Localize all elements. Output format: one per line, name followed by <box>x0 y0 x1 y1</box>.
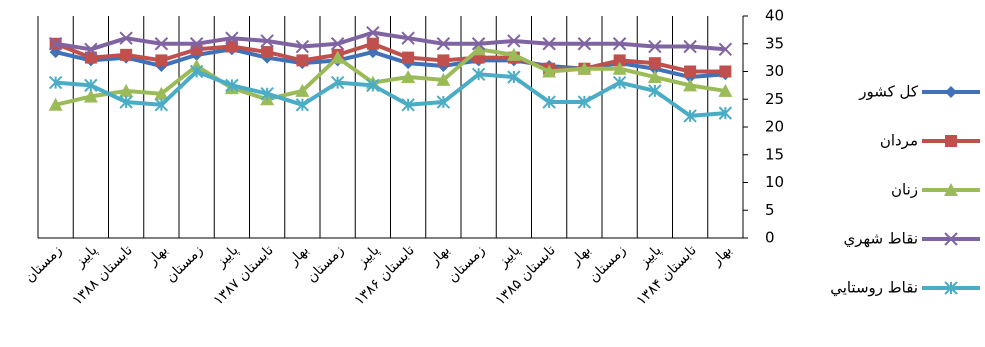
y-tick-label: 35 <box>765 34 784 52</box>
y-tick-label: 40 <box>765 7 784 25</box>
chart: 0510152025303540زمستانپاییزتابستان ۱۳۸۸ب… <box>0 0 985 347</box>
marker <box>719 66 731 78</box>
y-tick-label: 25 <box>765 90 784 108</box>
y-tick-label: 0 <box>765 229 775 247</box>
x-tick-label: بهار <box>285 242 312 269</box>
marker <box>437 54 449 66</box>
x-tick-label: زمستان <box>304 242 348 286</box>
marker <box>261 46 273 58</box>
x-tick-label: پاییز <box>354 242 383 271</box>
marker <box>684 66 696 78</box>
x-tick-label: پاییز <box>636 242 665 271</box>
legend-label: نقاط شهري <box>844 230 918 249</box>
x-tick-label: پاییز <box>495 242 524 271</box>
y-tick-label: 30 <box>765 62 784 80</box>
marker <box>155 54 167 66</box>
x-tick-label: پاییز <box>213 242 242 271</box>
legend-label: نقاط روستايي <box>830 279 918 298</box>
marker <box>945 86 957 98</box>
x-tick-label: زمستان <box>22 242 66 286</box>
legend-label: كل كشور <box>858 83 919 101</box>
x-tick-label: زمستان <box>163 242 207 286</box>
x-tick-label: پاییز <box>72 242 101 271</box>
x-tick-label: زمستان <box>586 242 630 286</box>
x-tick-label: بهار <box>426 242 453 269</box>
x-tick-label: بهار <box>567 242 594 269</box>
legend-label: مردان <box>880 132 918 150</box>
legend-label: زنان <box>891 181 918 199</box>
marker <box>120 49 132 61</box>
y-tick-label: 20 <box>765 118 784 136</box>
y-tick-label: 15 <box>765 145 784 163</box>
x-tick-label: زمستان <box>445 242 489 286</box>
marker <box>367 38 379 50</box>
x-tick-label: بهار <box>708 242 735 269</box>
x-tick-label: بهار <box>144 242 171 269</box>
marker <box>649 57 661 69</box>
marker <box>402 52 414 64</box>
y-tick-label: 10 <box>765 173 784 191</box>
marker <box>945 135 957 147</box>
y-tick-label: 5 <box>765 201 775 219</box>
marker <box>296 54 308 66</box>
